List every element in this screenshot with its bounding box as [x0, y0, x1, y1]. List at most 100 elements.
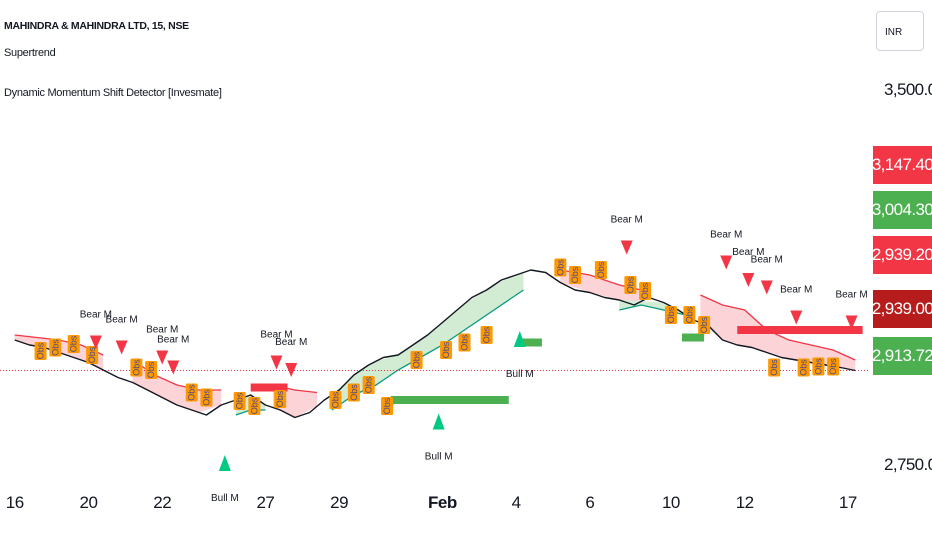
order-block: [381, 397, 394, 415]
bear-signal-label: Bear M: [710, 230, 742, 241]
order-block: [812, 357, 825, 376]
bull-signal-triangle: [432, 413, 445, 430]
supertrend-bear-line: [700, 294, 856, 361]
support-zone: [519, 338, 542, 347]
order-block: [233, 392, 246, 410]
indicator-supertrend-label[interactable]: Supertrend: [4, 47, 56, 59]
bear-signal-label: Bear M: [611, 215, 643, 226]
order-block-label: Obs: [187, 384, 197, 401]
time-axis-tick: 4: [511, 493, 521, 512]
order-block-label: Obs: [799, 359, 809, 376]
order-block-label: Obs: [555, 259, 565, 276]
time-axis-tick: 6: [585, 493, 595, 512]
order-block-label: Obs: [131, 359, 141, 376]
price-label: 2,939.00: [872, 290, 932, 328]
bear-signal-label: Bear M: [751, 255, 783, 266]
time-axis-tick: 10: [661, 493, 680, 512]
order-block: [797, 358, 810, 377]
order-block: [624, 276, 637, 294]
order-block: [554, 258, 567, 277]
time-axis-tick: 12: [735, 493, 754, 512]
supertrend-bull-fill: [331, 272, 524, 410]
order-block: [274, 390, 287, 408]
price-label: 2,913.72: [872, 337, 932, 375]
order-block-label: Obs: [570, 266, 580, 283]
resistance-zone: [737, 326, 863, 334]
time-axis-tick: 27: [256, 493, 275, 512]
time-axis-tick: 16: [5, 493, 24, 512]
order-block-label: Obs: [201, 389, 211, 406]
order-block-label: Obs: [50, 339, 60, 356]
order-block: [827, 357, 840, 376]
currency-label: INR: [885, 27, 903, 38]
bear-signal-triangle: [742, 273, 755, 287]
bear-signal-triangle: [620, 240, 633, 255]
bear-signal-triangle: [285, 363, 298, 377]
order-block-label: Obs: [666, 306, 676, 323]
bear-signal-label: Bear M: [157, 335, 189, 346]
order-block-label: Obs: [249, 397, 259, 414]
order-block: [145, 361, 158, 379]
order-block-label: Obs: [382, 397, 392, 414]
supertrend-bear-fill: [132, 360, 222, 413]
time-axis-tick: 29: [330, 493, 349, 512]
price-label: 3,004.30: [872, 191, 932, 229]
bear-signal-triangle: [790, 310, 803, 325]
bear-signal-label: Bear M: [260, 330, 292, 341]
order-block: [594, 261, 607, 279]
time-axis-tick: 17: [838, 493, 857, 512]
order-block-label: Obs: [699, 316, 709, 333]
time-axis-tick: 20: [79, 493, 98, 512]
time-axis-tick: 22: [153, 493, 172, 512]
bear-signal-label: Bear M: [146, 325, 178, 336]
time-axis-tick: Feb: [427, 493, 457, 512]
bear-signal-label: Bear M: [106, 315, 138, 326]
order-block: [49, 338, 62, 357]
bear-signal-triangle: [760, 280, 773, 295]
order-block-label: Obs: [330, 391, 340, 408]
bear-signal-triangle: [115, 340, 128, 355]
order-block: [698, 316, 711, 334]
bear-signal-label: Bear M: [780, 285, 812, 296]
bull-signal-label: Bull M: [425, 452, 453, 463]
bear-signal-triangle: [167, 360, 180, 375]
bear-signal-label: Bear M: [80, 310, 112, 321]
price-label: 3,147.40: [872, 146, 932, 184]
order-block-label: Obs: [441, 341, 451, 358]
bear-signal-triangle: [845, 315, 858, 330]
price-label: 2,939.20: [872, 236, 932, 274]
order-block: [347, 383, 360, 402]
order-block: [362, 376, 375, 394]
order-block-label: Obs: [459, 334, 469, 351]
order-block-label: Obs: [482, 326, 492, 343]
order-block: [130, 358, 143, 377]
order-block: [639, 282, 652, 300]
bear-signal-triangle: [270, 355, 283, 370]
order-block-label: Obs: [684, 306, 694, 323]
bull-signal-label: Bull M: [211, 493, 239, 504]
indicator-momentum-label[interactable]: Dynamic Momentum Shift Detector [Invesma…: [4, 87, 222, 99]
order-block: [67, 335, 80, 353]
order-block-label: Obs: [69, 335, 79, 352]
price-axis-tick: 2,750.00: [884, 455, 932, 474]
order-block-label: Obs: [275, 390, 285, 407]
order-block-label: Obs: [235, 392, 245, 409]
order-block-label: Obs: [87, 346, 97, 363]
order-block: [458, 333, 471, 352]
order-block: [86, 346, 99, 364]
order-block: [480, 326, 493, 344]
order-block-label: Obs: [364, 376, 374, 393]
symbol-title[interactable]: MAHINDRA & MAHINDRA LTD, 15, NSE: [4, 20, 189, 32]
currency-button[interactable]: INR: [876, 11, 924, 51]
support-zone: [390, 396, 509, 404]
bear-signal-triangle: [89, 335, 102, 350]
bull-signal-triangle: [218, 455, 231, 471]
order-block: [440, 341, 453, 359]
bear-signal-triangle: [156, 350, 169, 365]
order-block: [683, 306, 696, 324]
order-block-label: Obs: [36, 342, 46, 359]
order-block: [329, 391, 342, 409]
bull-signal-triangle: [513, 331, 526, 347]
order-block-label: Obs: [813, 358, 823, 375]
